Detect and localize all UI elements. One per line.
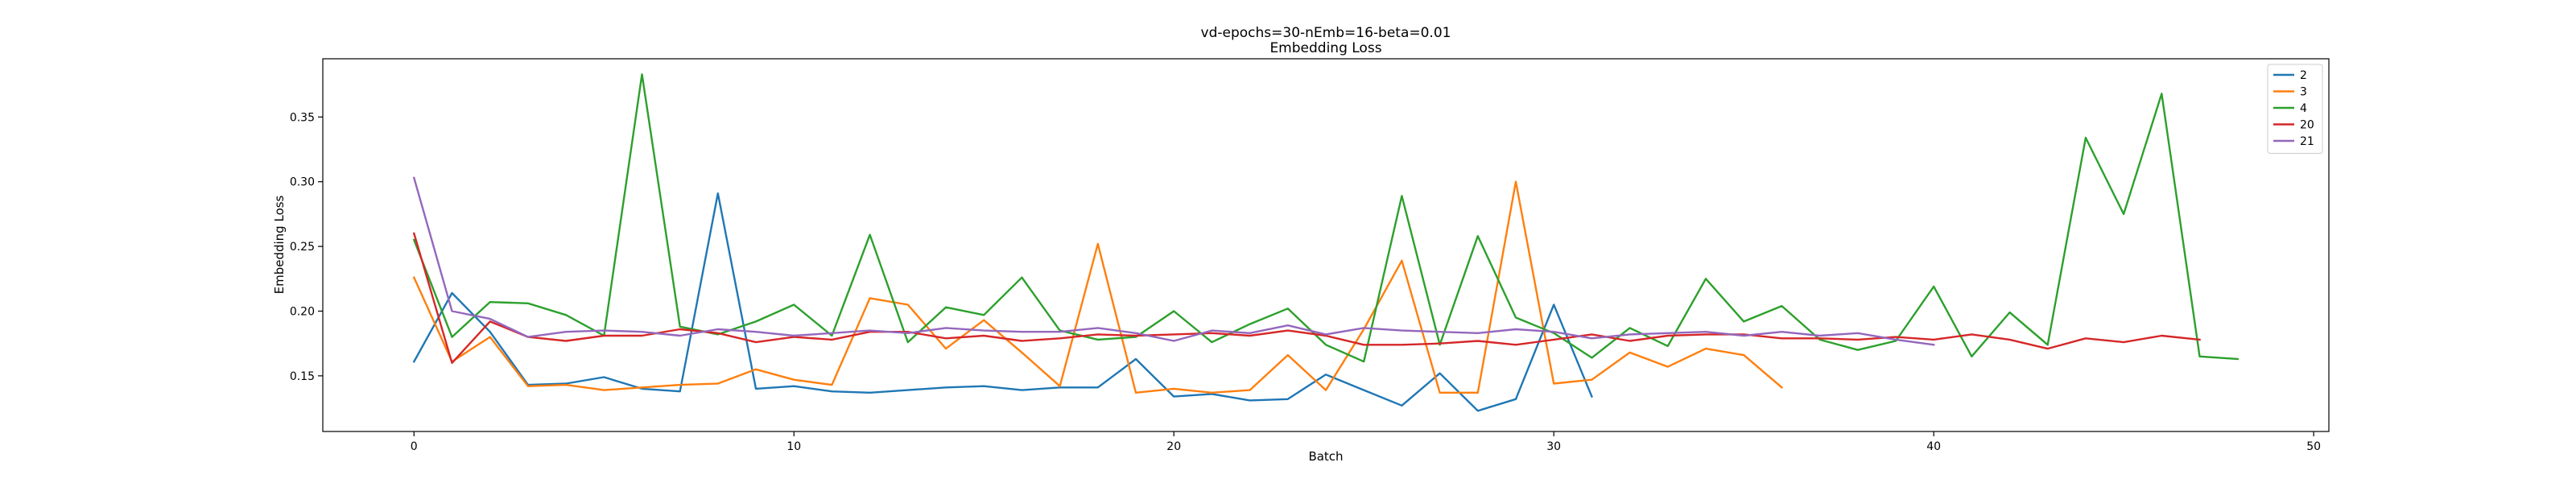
legend-label-21: 21 [2300,135,2314,148]
plot-frame [322,58,2330,432]
y-tick-label: 0.25 [290,241,315,254]
x-tick-label: 30 [1546,440,1561,453]
y-tick-label: 0.15 [290,370,315,383]
y-axis-label: Embedding Loss [272,195,287,294]
series-line-20 [412,232,2201,364]
chart-title: vd-epochs=30-nEmb=16-beta=0.01 [1201,25,1451,41]
legend-label-20: 20 [2300,119,2314,132]
legend-box [2267,64,2323,154]
y-tick-label: 0.35 [290,111,315,124]
plot-area: 0 10 20 30 40 50 0.15 0.20 0.25 0.30 0.35 2 3 4 20 21 [290,58,2330,453]
series-line-21 [412,176,1935,346]
legend-label-2: 2 [2300,69,2307,82]
series-line-4 [412,73,2239,363]
series-line-3 [412,180,1784,394]
series-line-2 [412,192,1593,412]
y-tick-label: 0.30 [290,176,315,189]
x-tick-label: 0 [411,440,418,453]
x-axis-label: Batch [1308,449,1343,464]
x-tick-label: 20 [1166,440,1181,453]
legend-label-3: 3 [2300,86,2307,99]
chart-subtitle: Embedding Loss [1269,40,1381,56]
y-tick-label: 0.20 [290,305,315,318]
x-tick-label: 40 [1926,440,1941,453]
legend: 2 3 4 20 21 [2267,64,2323,154]
x-tick-label: 50 [2306,440,2321,453]
legend-label-4: 4 [2300,102,2307,115]
x-tick-label: 10 [786,440,801,453]
